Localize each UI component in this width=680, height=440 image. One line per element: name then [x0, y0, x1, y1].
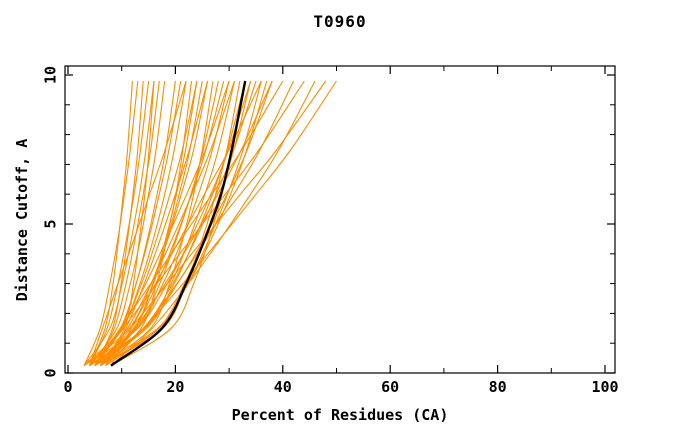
model-curve — [94, 80, 284, 366]
x-tick-label: 60 — [381, 378, 399, 396]
model-curve — [94, 80, 268, 367]
y-tick-label: 10 — [42, 66, 60, 84]
model-curve — [94, 80, 144, 366]
model-curve — [94, 80, 305, 366]
model-curve — [94, 80, 160, 366]
x-tick-label: 0 — [63, 378, 72, 396]
model-curve — [89, 80, 150, 366]
y-tick-label: 5 — [42, 219, 60, 228]
model-curve — [94, 80, 230, 366]
x-tick-label: 100 — [591, 378, 618, 396]
y-tick-label: 0 — [42, 368, 60, 377]
model-curve — [99, 80, 236, 366]
selected-model-curve — [110, 80, 247, 367]
model-curve — [105, 80, 209, 366]
model-curve — [83, 80, 155, 366]
x-tick-label: 20 — [166, 378, 184, 396]
chart-title: T0960 — [313, 12, 367, 31]
model-curve — [83, 80, 209, 367]
model-curve — [83, 80, 139, 366]
model-curve — [88, 80, 187, 366]
model-curve — [110, 80, 262, 366]
model-curve — [88, 80, 133, 366]
model-curve — [89, 80, 166, 366]
x-tick-label: 80 — [489, 378, 507, 396]
plot-frame — [64, 65, 616, 374]
model-curve — [99, 80, 155, 366]
x-axis-label: Percent of Residues (CA) — [231, 406, 449, 424]
x-tick-label: 40 — [274, 378, 292, 396]
model-curve — [89, 80, 246, 367]
